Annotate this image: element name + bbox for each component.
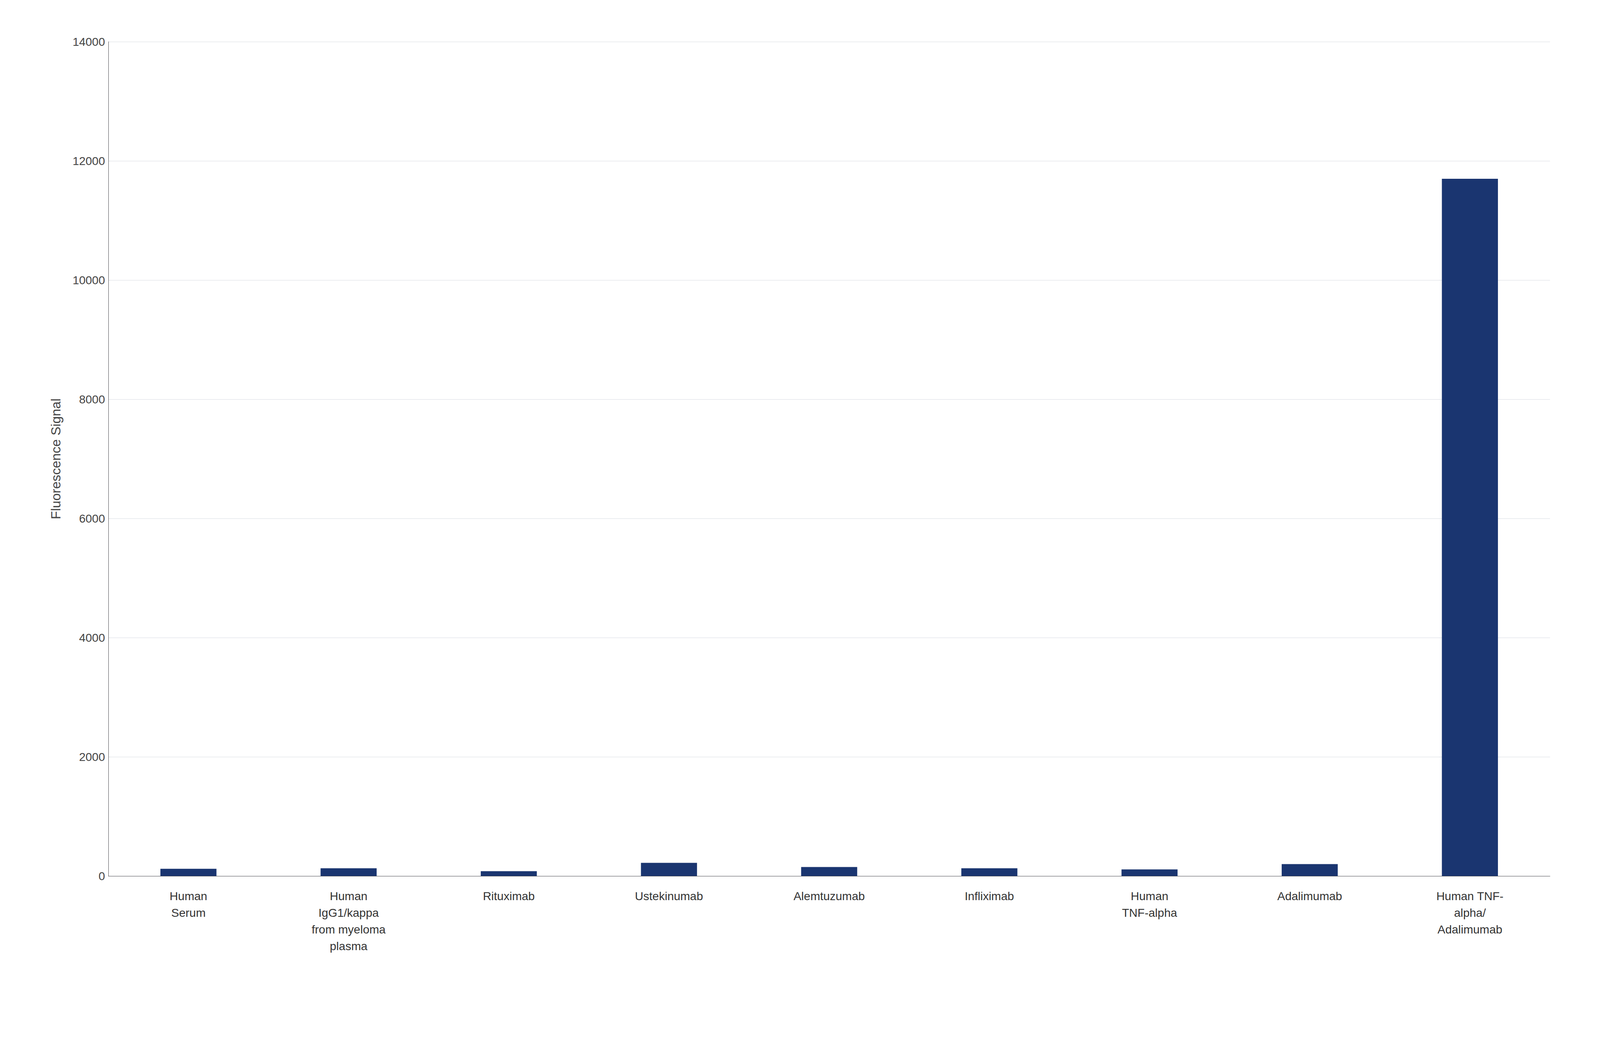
svg-text:14000: 14000 xyxy=(72,35,105,49)
svg-text:plasma: plasma xyxy=(330,939,368,953)
svg-text:alpha/: alpha/ xyxy=(1454,906,1487,920)
svg-text:0: 0 xyxy=(98,869,105,883)
svg-text:TNF-alpha: TNF-alpha xyxy=(1122,906,1178,920)
svg-text:Human TNF-: Human TNF- xyxy=(1436,889,1504,903)
svg-text:Alemtuzumab: Alemtuzumab xyxy=(793,889,865,903)
svg-text:Infliximab: Infliximab xyxy=(964,889,1014,903)
svg-text:12000: 12000 xyxy=(72,154,105,168)
svg-text:Adalimumab: Adalimumab xyxy=(1437,922,1503,936)
svg-text:Rituximab: Rituximab xyxy=(482,889,535,903)
svg-text:10000: 10000 xyxy=(72,273,105,287)
svg-text:IgG1/kappa: IgG1/kappa xyxy=(318,906,379,920)
svg-text:Serum: Serum xyxy=(171,906,206,920)
svg-text:Adalimumab: Adalimumab xyxy=(1277,889,1343,903)
svg-text:Fluorescence Signal: Fluorescence Signal xyxy=(48,398,64,520)
svg-text:Human: Human xyxy=(330,889,368,903)
svg-text:Human: Human xyxy=(169,889,208,903)
svg-text:4000: 4000 xyxy=(79,631,105,645)
svg-text:2000: 2000 xyxy=(79,750,105,764)
svg-text:8000: 8000 xyxy=(79,392,105,406)
svg-text:Human: Human xyxy=(1130,889,1169,903)
svg-text:Ustekinumab: Ustekinumab xyxy=(635,889,703,903)
svg-text:6000: 6000 xyxy=(79,512,105,525)
svg-text:from myeloma: from myeloma xyxy=(311,922,386,936)
